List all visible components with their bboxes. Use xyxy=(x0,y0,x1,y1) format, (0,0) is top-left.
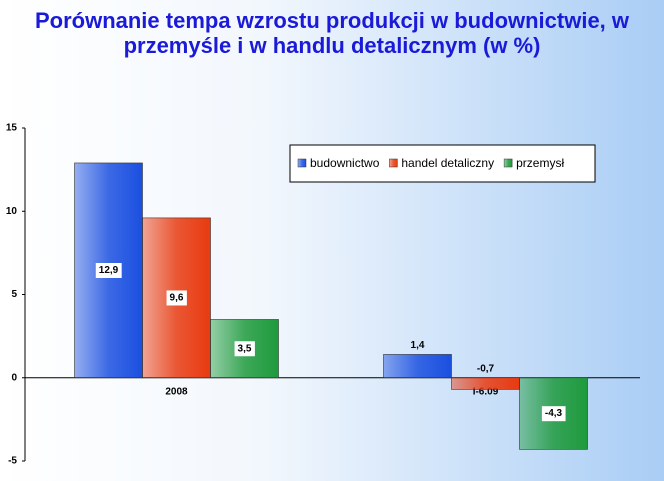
legend-swatch xyxy=(389,158,398,168)
legend-swatch xyxy=(297,158,307,168)
value-label: -0,7 xyxy=(477,363,495,374)
legend-label: budownictwo xyxy=(310,156,380,170)
value-label: 1,4 xyxy=(411,340,425,351)
y-tick-label: 0 xyxy=(11,372,17,383)
bar xyxy=(451,377,520,390)
value-label-box xyxy=(541,406,566,422)
value-label: 3,5 xyxy=(238,343,252,354)
value-label: -4,3 xyxy=(545,408,563,419)
legend-swatch xyxy=(503,158,513,168)
x-tick-label: 2008 xyxy=(165,386,188,397)
legend: budownictwo handel detaliczny przemysł xyxy=(289,144,596,183)
value-label-box xyxy=(234,341,255,357)
y-tick-label: 10 xyxy=(6,206,18,217)
legend-box xyxy=(289,144,596,183)
x-tick-label: I-6.09 xyxy=(473,386,499,397)
value-label: 12,9 xyxy=(99,265,119,276)
bar xyxy=(383,354,452,379)
legend-label: przemysł xyxy=(516,156,564,170)
chart-title: Porównanie tempa wzrostu produkcji w bud… xyxy=(34,8,630,58)
y-tick-label: 15 xyxy=(6,123,18,134)
y-tick-label: -5 xyxy=(8,456,17,467)
value-label: 9,6 xyxy=(170,292,184,303)
legend-label: handel detaliczny xyxy=(401,156,494,170)
value-label-box xyxy=(95,262,122,278)
value-label-box xyxy=(166,290,187,306)
y-tick-label: 5 xyxy=(11,289,17,300)
